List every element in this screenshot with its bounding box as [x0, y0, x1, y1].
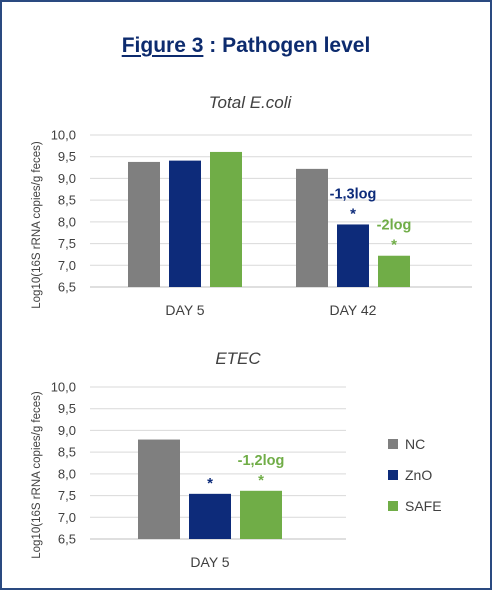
- y-tick-label: 9,5: [58, 149, 76, 164]
- category-label: DAY 42: [330, 302, 377, 318]
- log-reduction-label: -2log: [377, 218, 412, 234]
- figure-title: Figure 3 : Pathogen level: [0, 34, 492, 58]
- category-label: DAY 5: [165, 302, 204, 318]
- bar-safe: [210, 151, 242, 287]
- bar-zno: [189, 493, 231, 539]
- annotations: * * -1,2log: [207, 453, 284, 492]
- log-reduction-label: -1,3log: [330, 186, 377, 202]
- chart-total-ecoli: Total E.coli Log10(16S rRNA copies/g fec…: [31, 93, 472, 318]
- chart-title: Total E.coli: [209, 93, 293, 112]
- category-labels: DAY 5: [190, 554, 229, 570]
- y-tick-label: 7,5: [58, 488, 76, 503]
- y-tick-label: 7,0: [58, 258, 76, 273]
- y-tick-label: 6,5: [58, 280, 76, 295]
- y-tick-label: 9,5: [58, 401, 76, 416]
- bar-nc: [296, 168, 328, 287]
- annotations: * -1,3log * -2log: [330, 186, 412, 253]
- legend-label-nc: NC: [405, 436, 425, 452]
- significance-marker: *: [207, 475, 213, 492]
- y-tick-label: 8,5: [58, 193, 76, 208]
- bar-nc: [128, 161, 160, 287]
- bars: [138, 439, 282, 539]
- bar-safe: [240, 490, 282, 539]
- y-tick-label: 7,5: [58, 236, 76, 251]
- significance-marker: *: [258, 472, 264, 489]
- category-labels: DAY 5 DAY 42: [165, 302, 376, 318]
- bar-safe: [378, 255, 410, 287]
- bar-zno: [169, 160, 201, 287]
- figure-number: Figure 3: [121, 34, 204, 57]
- bar-nc: [138, 439, 180, 539]
- y-tick-label: 8,0: [58, 466, 76, 481]
- y-tick-label: 10,0: [51, 380, 76, 395]
- y-tick-labels: 6,5 7,0 7,5 8,0 8,5 9,0 9,5 10,0: [51, 380, 76, 547]
- figure-title-separator: :: [203, 34, 223, 57]
- bar-zno: [337, 224, 369, 287]
- y-tick-label: 8,5: [58, 445, 76, 460]
- y-axis-title: Log10(16S rRNA copies/g feces): [31, 391, 43, 559]
- legend-swatch-zno: [388, 470, 398, 480]
- y-tick-label: 10,0: [51, 128, 76, 143]
- significance-marker: *: [350, 205, 356, 222]
- legend-swatch-safe: [388, 501, 398, 511]
- legend-label-zno: ZnO: [405, 467, 432, 483]
- y-tick-label: 6,5: [58, 532, 76, 547]
- legend-label-safe: SAFE: [405, 498, 442, 514]
- legend-swatch-nc: [388, 439, 398, 449]
- y-tick-labels: 6,5 7,0 7,5 8,0 8,5 9,0 9,5 10,0: [51, 128, 76, 295]
- significance-marker: *: [391, 237, 397, 254]
- y-tick-label: 9,0: [58, 423, 76, 438]
- chart-title: ETEC: [215, 349, 261, 368]
- y-tick-label: 7,0: [58, 510, 76, 525]
- log-reduction-label: -1,2log: [238, 453, 285, 469]
- category-label: DAY 5: [190, 554, 229, 570]
- y-tick-label: 8,0: [58, 214, 76, 229]
- bars: [128, 151, 410, 287]
- y-tick-label: 9,0: [58, 171, 76, 186]
- figure-title-text: Pathogen level: [222, 34, 371, 57]
- y-axis-title: Log10(16S rRNA copies/g feces): [31, 141, 43, 309]
